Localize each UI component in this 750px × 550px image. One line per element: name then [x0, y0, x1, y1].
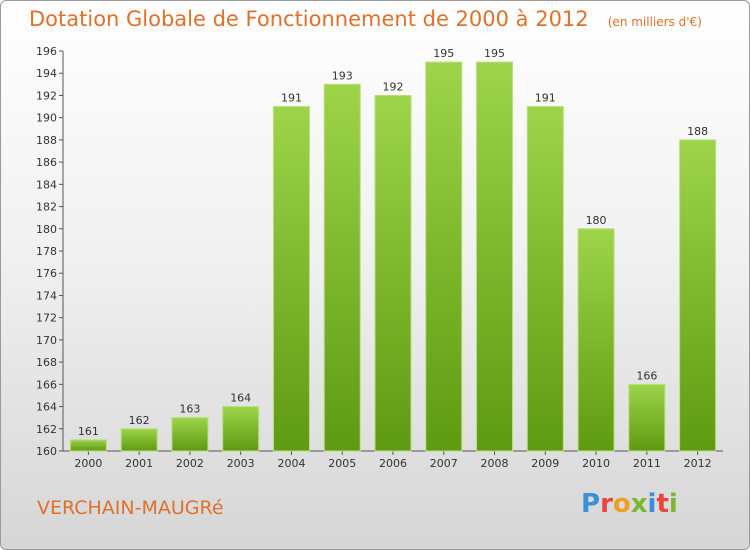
y-tick-label: 190: [36, 112, 57, 125]
y-tick-label: 162: [36, 423, 57, 436]
y-tick-label: 166: [36, 378, 57, 391]
data-label-2004: 191: [281, 92, 302, 105]
brand-letter: i: [668, 489, 678, 519]
data-label-2008: 195: [484, 47, 505, 60]
x-tick-label-2000: 2000: [74, 457, 102, 470]
y-tick-label: 192: [36, 89, 57, 102]
y-tick-label: 182: [36, 201, 57, 214]
bar-2004: [272, 106, 310, 452]
y-tick-label: 184: [36, 178, 57, 191]
bar-2001: [120, 428, 158, 452]
bar-2011: [628, 383, 666, 452]
data-label-2007: 195: [433, 47, 454, 60]
y-tick-label: 186: [36, 156, 57, 169]
data-label-2010: 180: [586, 214, 607, 227]
bar-2007: [425, 61, 463, 452]
bar-2010: [577, 228, 615, 452]
brand-letter: x: [630, 489, 648, 519]
data-label-2006: 192: [383, 80, 404, 93]
chart-labels: 161 162 163 164 191 193 192 195 195 191 180 166 188: [78, 47, 708, 438]
chart-bars: [69, 61, 717, 452]
y-tick-label: 196: [36, 45, 57, 58]
x-tick-label-2009: 2009: [531, 457, 559, 470]
brand-letter: P: [581, 489, 601, 519]
x-tick-label-2012: 2012: [684, 457, 712, 470]
x-tick-label-2008: 2008: [481, 457, 509, 470]
chart-title: Dotation Globale de Fonctionnement de 20…: [29, 7, 589, 31]
x-tick-label-2001: 2001: [125, 457, 153, 470]
y-tick-label: 168: [36, 356, 57, 369]
x-tick-label-2007: 2007: [430, 457, 458, 470]
y-tick-label: 188: [36, 134, 57, 147]
brand-letter: i: [647, 489, 657, 519]
y-tick-label: 164: [36, 401, 57, 414]
bar-2006: [374, 94, 412, 452]
x-tick-label-2002: 2002: [176, 457, 204, 470]
bar-2012: [679, 139, 717, 452]
bar-2009: [526, 106, 564, 452]
x-tick-label-2006: 2006: [379, 457, 407, 470]
brand-letter: r: [600, 489, 613, 519]
x-tick-label-2003: 2003: [227, 457, 255, 470]
y-tick-label: 194: [36, 67, 57, 80]
brand-letter: o: [612, 489, 631, 519]
title-row: Dotation Globale de Fonctionnement de 20…: [29, 7, 702, 31]
bar-2003: [222, 406, 260, 452]
x-tick-label-2005: 2005: [328, 457, 356, 470]
data-label-2005: 193: [332, 69, 353, 82]
data-label-2012: 188: [687, 125, 708, 138]
bar-2008: [476, 61, 514, 452]
y-tick-label: 178: [36, 245, 57, 258]
brand-letter: t: [656, 489, 669, 519]
brand-logo: Proxiti: [581, 489, 678, 519]
data-label-2011: 166: [636, 369, 657, 382]
data-label-2009: 191: [535, 92, 556, 105]
x-tick-label-2011: 2011: [633, 457, 661, 470]
bar-2005: [323, 83, 361, 452]
location-name: VERCHAIN-MAUGRé: [37, 497, 224, 519]
data-label-2000: 161: [78, 425, 99, 438]
data-label-2002: 163: [179, 403, 200, 416]
chart-axes: 160 162 164 166 168 170 172 174 176 178 180 182 184 1…: [36, 45, 723, 470]
data-label-2001: 162: [129, 414, 150, 427]
bar-2002: [171, 417, 209, 452]
y-tick-label: 172: [36, 312, 57, 325]
bar-2000: [69, 439, 107, 452]
y-tick-label: 170: [36, 334, 57, 347]
chart-unit: (en milliers d'€): [607, 15, 702, 29]
x-tick-label-2010: 2010: [582, 457, 610, 470]
y-tick-label: 174: [36, 289, 57, 302]
y-tick-label: 180: [36, 223, 57, 236]
x-tick-label-2004: 2004: [277, 457, 305, 470]
y-tick-label: 160: [36, 445, 57, 458]
y-tick-label: 176: [36, 267, 57, 280]
data-label-2003: 164: [230, 392, 251, 405]
